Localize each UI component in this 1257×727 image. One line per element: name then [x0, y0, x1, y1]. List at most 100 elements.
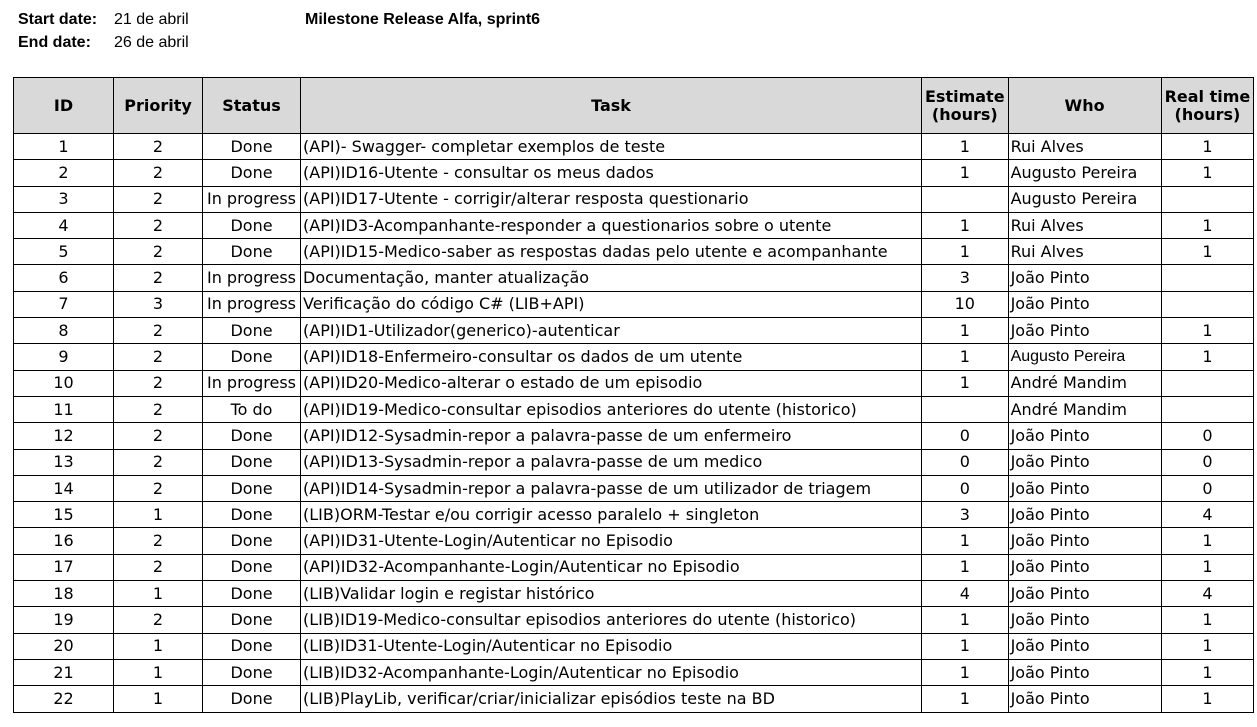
milestone-title: Milestone Release Alfa, sprint6	[305, 11, 541, 28]
cell-estimate: 1	[921, 159, 1009, 187]
cell-real-time: 1	[1160, 343, 1255, 371]
table-row: 6 2 In progress Documentação, manter atuali…	[13, 264, 1255, 292]
cell-task: (LIB)PlayLib, verificar/criar/inicializa…	[300, 685, 922, 713]
cell-priority: 2	[113, 422, 203, 450]
cell-priority: 2	[113, 343, 203, 371]
cell-priority: 1	[113, 580, 203, 608]
cell-estimate: 1	[921, 343, 1009, 371]
cell-who: João Pinto	[1007, 474, 1162, 503]
cell-status: Done	[202, 343, 301, 371]
cell-priority: 2	[113, 185, 203, 213]
cell-who: João Pinto	[1007, 290, 1162, 319]
cell-status: Done	[202, 527, 301, 555]
cell-who: João Pinto	[1007, 527, 1162, 555]
cell-who: João Pinto	[1007, 501, 1162, 529]
cell-who: Rui Alves	[1007, 132, 1162, 161]
cell-id: 3	[13, 185, 114, 213]
cell-status: In progress	[202, 369, 301, 397]
cell-who: João Pinto	[1007, 632, 1162, 660]
cell-status: Done	[202, 238, 301, 266]
table-row: 19 2 Done (LIB)ID19-Medico-consultar episod…	[13, 606, 1255, 634]
cell-id: 13	[13, 448, 114, 476]
cell-priority: 2	[113, 527, 203, 555]
cell-real-time: 1	[1160, 317, 1255, 345]
cell-real-time: 1	[1160, 211, 1255, 240]
cell-priority: 2	[113, 606, 203, 634]
cell-id: 22	[13, 685, 114, 713]
cell-who: João Pinto	[1007, 264, 1162, 292]
cell-id: 17	[13, 553, 114, 582]
cell-status: Done	[202, 317, 301, 345]
table-row: 2 2 Done (API)ID16-Utente - consultar os me…	[13, 159, 1255, 187]
cell-real-time: 1	[1160, 527, 1255, 555]
cell-priority: 2	[113, 448, 203, 476]
cell-id: 4	[13, 211, 114, 240]
cell-real-time	[1160, 264, 1255, 292]
cell-estimate: 1	[921, 658, 1009, 687]
cell-status: Done	[202, 632, 301, 660]
cell-real-time	[1160, 185, 1255, 213]
column-header-who: Who	[1007, 77, 1162, 134]
cell-who: João Pinto	[1007, 448, 1162, 476]
cell-status: Done	[202, 448, 301, 476]
cell-estimate: 1	[921, 553, 1009, 582]
cell-who: Augusto Pereira	[1007, 343, 1162, 371]
cell-priority: 1	[113, 685, 203, 713]
table-row: 17 2 Done (API)ID32-Acompanhante-Login/Aute…	[13, 553, 1255, 582]
table-row: 16 2 Done (API)ID31-Utente-Login/Autenticar…	[13, 527, 1255, 555]
cell-id: 8	[13, 317, 114, 345]
cell-id: 9	[13, 343, 114, 371]
table-row: 5 2 Done (API)ID15-Medico-saber as resposta…	[13, 238, 1255, 266]
cell-task: (LIB)ID32-Acompanhante-Login/Autenticar …	[300, 658, 922, 687]
table-row: 20 1 Done (LIB)ID31-Utente-Login/Autenticar…	[13, 632, 1255, 660]
cell-status: Done	[202, 474, 301, 503]
cell-priority: 2	[113, 238, 203, 266]
cell-task: (API)- Swagger- completar exemplos de te…	[300, 132, 922, 161]
cell-priority: 2	[113, 395, 203, 424]
table-row: 12 2 Done (API)ID12-Sysadmin-repor a palavr…	[13, 422, 1255, 450]
cell-real-time: 1	[1160, 553, 1255, 582]
table-row: 18 1 Done (LIB)Validar login e registar his…	[13, 580, 1255, 608]
cell-status: In progress	[202, 264, 301, 292]
cell-real-time	[1160, 290, 1255, 319]
cell-real-time: 1	[1160, 132, 1255, 161]
table-row: 22 1 Done (LIB)PlayLib, verificar/criar/ini…	[13, 685, 1255, 713]
cell-task: (API)ID12-Sysadmin-repor a palavra-passe…	[300, 422, 922, 450]
end-date-row: End date: 26 de abril	[18, 32, 189, 54]
cell-estimate: 1	[921, 685, 1009, 713]
cell-estimate: 1	[921, 238, 1009, 266]
start-date-row: Start date: 21 de abril	[18, 9, 189, 31]
cell-estimate	[921, 185, 1009, 213]
cell-task: (API)ID31-Utente-Login/Autenticar no Epi…	[300, 527, 922, 555]
cell-real-time: 1	[1160, 606, 1255, 634]
sprint-task-table: ID Priority Status Task Estimate (hours) …	[13, 77, 1255, 713]
cell-real-time: 1	[1160, 238, 1255, 266]
cell-priority: 3	[113, 290, 203, 319]
cell-estimate: 1	[921, 211, 1009, 240]
cell-who: André Mandim	[1007, 395, 1162, 424]
cell-status: Done	[202, 685, 301, 713]
cell-priority: 2	[113, 317, 203, 345]
cell-id: 19	[13, 606, 114, 634]
table-row: 15 1 Done (LIB)ORM-Testar e/ou corrigir ace…	[13, 501, 1255, 529]
cell-estimate: 1	[921, 632, 1009, 660]
cell-id: 18	[13, 580, 114, 608]
cell-priority: 1	[113, 632, 203, 660]
column-header-priority: Priority	[113, 77, 203, 134]
cell-real-time: 0	[1160, 422, 1255, 450]
cell-real-time: 1	[1160, 685, 1255, 713]
cell-who: André Mandim	[1007, 369, 1162, 397]
cell-estimate: 1	[921, 132, 1009, 161]
cell-status: Done	[202, 159, 301, 187]
cell-who: João Pinto	[1007, 658, 1162, 687]
cell-who: João Pinto	[1007, 606, 1162, 634]
cell-who: Augusto Pereira	[1007, 159, 1162, 187]
cell-status: Done	[202, 553, 301, 582]
cell-who: Rui Alves	[1007, 211, 1162, 240]
cell-real-time	[1160, 369, 1255, 397]
column-header-task: Task	[300, 77, 922, 134]
cell-id: 2	[13, 159, 114, 187]
cell-task: (API)ID19-Medico-consultar episodios ant…	[300, 395, 922, 424]
cell-id: 14	[13, 474, 114, 503]
cell-who: Rui Alves	[1007, 238, 1162, 266]
